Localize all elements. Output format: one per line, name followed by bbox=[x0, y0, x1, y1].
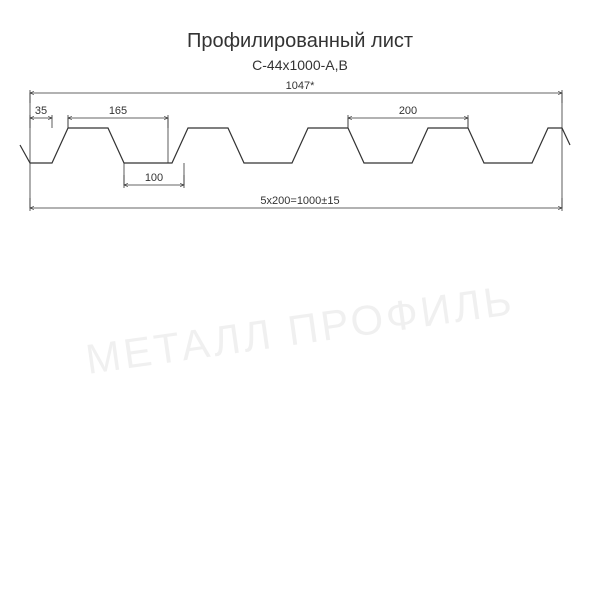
page-title: Профилированный лист bbox=[0, 30, 600, 53]
svg-text:35: 35 bbox=[35, 105, 47, 117]
page-subtitle: С-44х1000-А,В bbox=[0, 57, 600, 73]
svg-text:5x200=1000±15: 5x200=1000±15 bbox=[260, 195, 339, 207]
svg-text:1047*: 1047* bbox=[286, 80, 315, 92]
svg-text:100: 100 bbox=[145, 172, 163, 184]
svg-text:165: 165 bbox=[109, 105, 127, 117]
svg-text:200: 200 bbox=[399, 105, 417, 117]
perspective-drawing bbox=[0, 243, 600, 443]
technical-drawing: 1047* 35 165 200 100 5x200=1000±15 bbox=[0, 73, 600, 243]
